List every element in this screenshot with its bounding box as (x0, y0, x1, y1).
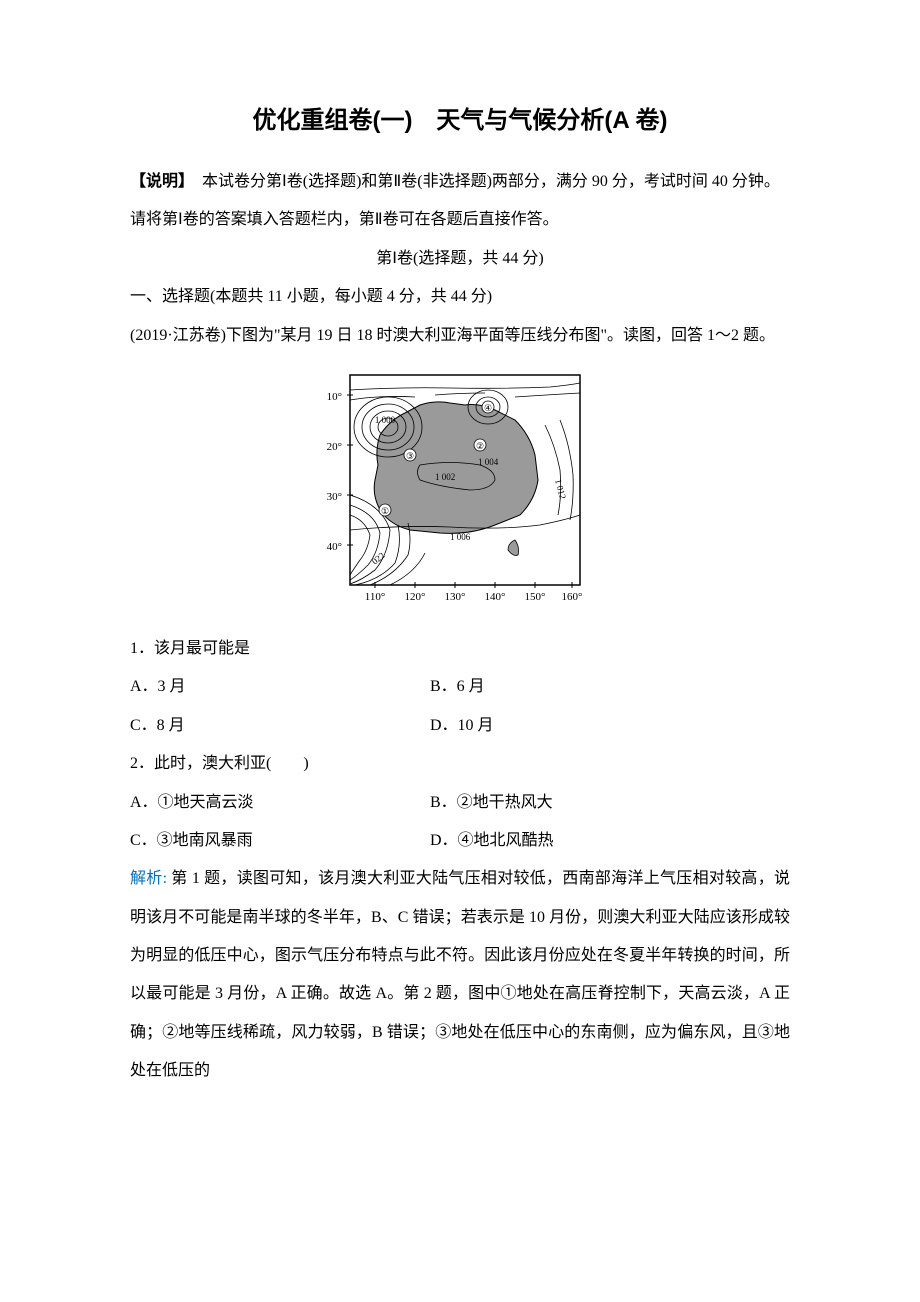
marker-2: ② (476, 441, 484, 451)
isobar-value: 1 002 (435, 472, 455, 482)
lat-label: 10° (327, 391, 342, 403)
q1-option-c: C．8 月 (130, 707, 430, 745)
lon-label: 150° (525, 591, 546, 603)
intro-paragraph: 【说明】 本试卷分第Ⅰ卷(选择题)和第Ⅱ卷(非选择题)两部分，满分 90 分，考… (130, 163, 790, 201)
q2-option-d: D．④地北风酷热 (430, 822, 790, 860)
isobar-map: 10° 20° 30° 40° 110° 120° 130° 140° 150°… (320, 365, 600, 615)
intro-label: 【说明】 (130, 173, 186, 190)
intro-text: 本试卷分第Ⅰ卷(选择题)和第Ⅱ卷(非选择题)两部分，满分 90 分，考试时间 4… (186, 173, 780, 190)
q1-option-b: B．6 月 (430, 668, 790, 706)
exam-title: 优化重组卷(一) 天气与气候分析(A 卷) (130, 100, 790, 135)
q2-option-b: B．②地干热风大 (430, 784, 790, 822)
passage-text: (2019·江苏卷)下图为"某月 19 日 18 时澳大利亚海平面等压线分布图"… (130, 317, 790, 355)
question-1-stem: 1．该月最可能是 (130, 630, 790, 668)
q1-options-row-2: C．8 月 D．10 月 (130, 707, 790, 745)
section-1-header: 第Ⅰ卷(选择题，共 44 分) (130, 240, 790, 278)
isobar-value: 1 006 (450, 532, 471, 542)
lon-label: 120° (405, 591, 426, 603)
marker-4: ④ (484, 403, 492, 413)
instruction-text: 请将第Ⅰ卷的答案填入答题栏内，第Ⅱ卷可在各题后直接作答。 (130, 201, 790, 239)
question-2-stem: 2．此时，澳大利亚( ) (130, 745, 790, 783)
marker-3: ③ (406, 451, 414, 461)
q2-options-row-1: A．①地天高云淡 B．②地干热风大 (130, 784, 790, 822)
q1-option-d: D．10 月 (430, 707, 790, 745)
q1-options-row-1: A．3 月 B．6 月 (130, 668, 790, 706)
q2-option-a: A．①地天高云淡 (130, 784, 430, 822)
australia-land (374, 402, 538, 533)
analysis-text: 第 1 题，读图可知，该月澳大利亚大陆气压相对较低，西南部海洋上气压相对较高，说… (130, 870, 790, 1079)
isobar-value: 1 000 (375, 415, 396, 425)
map-figure: 10° 20° 30° 40° 110° 120° 130° 140° 150°… (130, 365, 790, 620)
subsection-1: 一、选择题(本题共 11 小题，每小题 4 分，共 44 分) (130, 278, 790, 316)
isobar-value: 1 004 (478, 457, 499, 467)
analysis-paragraph: 解析: 第 1 题，读图可知，该月澳大利亚大陆气压相对较低，西南部海洋上气压相对… (130, 860, 790, 1090)
analysis-label: 解析: (130, 870, 167, 887)
lon-label: 110° (365, 591, 386, 603)
q2-options-row-2: C．③地南风暴雨 D．④地北风酷热 (130, 822, 790, 860)
lon-label: 160° (562, 591, 583, 603)
q1-option-a: A．3 月 (130, 668, 430, 706)
lat-label: 40° (327, 541, 342, 553)
lat-label: 20° (327, 441, 342, 453)
lon-label: 140° (485, 591, 506, 603)
marker-1: ① (381, 506, 389, 516)
lat-label: 30° (327, 491, 342, 503)
lon-label: 130° (445, 591, 466, 603)
q2-option-c: C．③地南风暴雨 (130, 822, 430, 860)
